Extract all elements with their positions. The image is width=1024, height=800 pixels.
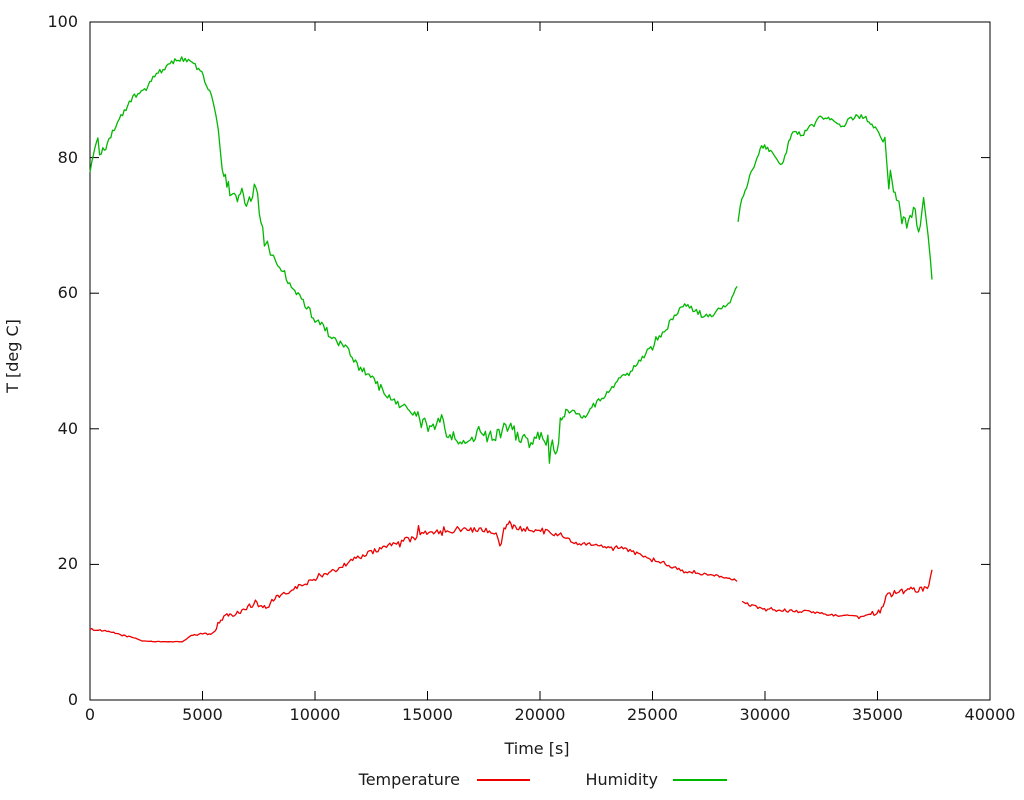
series-line-temperature (89, 520, 738, 643)
x-tick-label: 25000 (627, 705, 678, 724)
legend-label-temperature: Temperature (358, 770, 460, 789)
y-tick-label: 0 (67, 690, 78, 709)
x-tick-label: 0 (84, 705, 96, 724)
y-tick-label: 80 (57, 147, 78, 167)
x-axis-title: Time [s] (504, 739, 570, 758)
plot-border (89, 21, 991, 701)
x-tick-label: 5000 (182, 705, 223, 724)
y-tick-label: 100 (47, 12, 78, 31)
y-tick-label: 40 (57, 418, 78, 438)
legend-line-humidity-sample (673, 779, 727, 781)
x-tick-label: 10000 (289, 705, 341, 724)
x-tick-label: 20000 (514, 705, 566, 724)
y-tick-label: 20 (57, 554, 78, 574)
series-line-temperature (741, 569, 933, 620)
x-tick-label: 35000 (852, 705, 903, 724)
series-line-humidity (89, 56, 738, 464)
y-tick-label: 60 (57, 283, 78, 303)
y-axis-title: T [deg C] (3, 319, 22, 393)
series-line-humidity (737, 114, 933, 280)
x-tick-label: 40000 (964, 705, 1016, 724)
x-tick-label: 15000 (402, 705, 453, 724)
legend-line-temperature-sample (477, 779, 530, 781)
x-tick-label: 30000 (739, 705, 791, 724)
legend-label-humidity: Humidity (585, 770, 658, 789)
